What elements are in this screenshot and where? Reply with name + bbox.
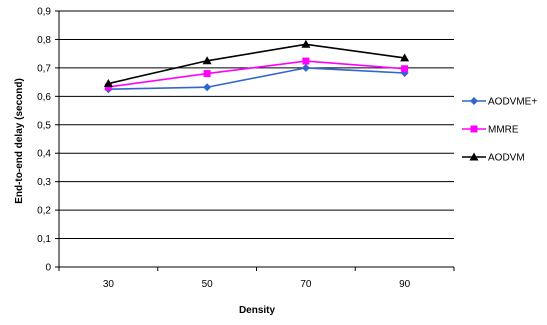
data-point (401, 65, 409, 73)
legend: AODVME+ MMRE AODVM (462, 97, 537, 164)
y-tick-label: 0,4 (37, 149, 51, 160)
y-tick-label: 0,5 (37, 120, 51, 131)
y-tick-label: 0,9 (37, 7, 51, 18)
x-tick-label: 70 (300, 279, 312, 290)
y-tick-label: 0,2 (37, 206, 51, 217)
y-tick-label: 0,8 (37, 35, 51, 46)
data-point (400, 53, 410, 62)
series-lines (103, 39, 410, 94)
gridlines (59, 10, 454, 240)
y-tick-label: 0,7 (37, 63, 51, 74)
data-point (301, 63, 310, 72)
data-point (301, 39, 311, 48)
axes: 0 0,1 0,2 0,3 0,4 0,5 0,6 0,7 0,8 0,9 30 50 70 90 (37, 7, 455, 290)
data-point (103, 79, 113, 88)
series-line (108, 60, 405, 88)
data-point (202, 56, 212, 65)
legend-label: AODVM (488, 153, 525, 164)
legend-entry: AODVME+ (462, 97, 537, 108)
data-point (203, 83, 212, 92)
legend-label: AODVME+ (488, 97, 537, 108)
data-point (302, 57, 310, 65)
series-aodvm (103, 39, 410, 88)
y-tick-label: 0,1 (37, 234, 51, 245)
y-tick-label: 0 (45, 263, 51, 274)
y-tick-label: 0,6 (37, 92, 51, 103)
legend-entry: MMRE (462, 125, 519, 136)
x-tick-label: 50 (202, 279, 214, 290)
legend-label: MMRE (488, 125, 519, 136)
x-axis-title: Density (239, 305, 276, 316)
legend-marker (470, 125, 478, 133)
series-line (108, 67, 405, 91)
legend-marker (469, 152, 479, 161)
data-point (203, 70, 211, 78)
legend-entry: AODVM (462, 152, 525, 164)
y-tick-label: 0,3 (37, 177, 51, 188)
y-axis-title: End-to-end delay (second) (14, 78, 25, 204)
series-line (108, 43, 405, 85)
legend-marker (470, 97, 478, 105)
x-tick-label: 90 (399, 279, 411, 290)
x-tick-label: 30 (103, 279, 115, 290)
